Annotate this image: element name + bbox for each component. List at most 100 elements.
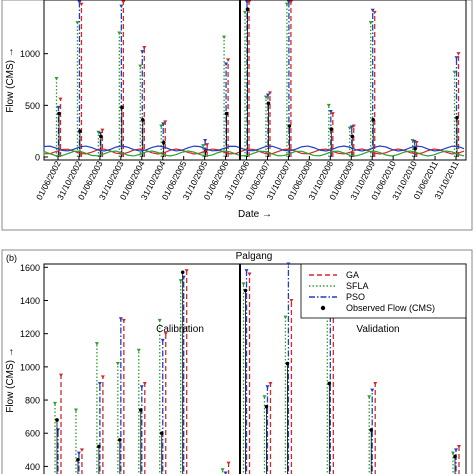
sfla-point [136, 348, 141, 353]
ga-point [79, 2, 84, 7]
ga-point [184, 269, 189, 273]
y-tick-label: 800 [25, 396, 40, 406]
ga-point [267, 91, 272, 95]
pso-baseline [43, 145, 465, 152]
sfla-point [75, 21, 80, 25]
sfla-point [367, 395, 372, 399]
observed-point [264, 404, 269, 409]
pso-point [286, 262, 291, 266]
y-tick-label: 400 [25, 462, 40, 472]
sfla-point [243, 10, 248, 15]
pso-point [77, 0, 82, 4]
legend-observed-label: Observed Flow (CMS) [346, 303, 435, 313]
pso-point [140, 50, 145, 54]
pso-point [203, 138, 208, 143]
sfla-point [410, 138, 415, 143]
ga-point [414, 141, 419, 145]
observed-point [327, 381, 332, 386]
sfla-point [452, 70, 457, 75]
observed-point [453, 454, 457, 459]
ga-point [226, 58, 231, 62]
y-tick-label: 1000 [20, 49, 40, 59]
pso-point [119, 4, 124, 9]
panel-b-plot-area [43, 263, 467, 474]
ga-point [121, 0, 126, 4]
sfla-point [220, 468, 225, 472]
pso-point [160, 338, 165, 343]
ga-point [351, 124, 356, 128]
observed-point [159, 431, 164, 436]
panel-b-traces [53, 262, 461, 474]
y-tick-label: 1600 [20, 263, 40, 273]
sfla-point [283, 315, 288, 320]
pso-point [97, 381, 102, 386]
ga-point [142, 381, 147, 386]
panel-a-x-axis-label: Date → [238, 209, 272, 220]
ga-point [59, 373, 63, 378]
observed-point [413, 146, 417, 151]
pso-point [412, 140, 417, 144]
observed-point [99, 134, 103, 139]
pso-point [224, 62, 229, 66]
ga-point [226, 461, 231, 466]
observed-point [329, 127, 334, 131]
ga-point [247, 272, 252, 276]
legend-box [300, 263, 467, 319]
pso-point [454, 448, 458, 452]
sfla-baseline [43, 150, 465, 157]
ga-point [330, 112, 335, 116]
sfla-point [157, 318, 162, 323]
panel-b-title: Palgang [236, 251, 273, 262]
legend-sfla-label: SFLA [346, 281, 369, 291]
observed-point [78, 129, 82, 133]
ga-point [268, 381, 273, 386]
panel-b-y-axis-label: Flow (CMS) → [5, 347, 16, 413]
region-label-calibration: Calibration [156, 324, 204, 335]
ga-point [100, 375, 105, 379]
sfla-point [73, 408, 78, 412]
sfla-point [262, 395, 267, 399]
sfla-point [94, 342, 99, 346]
pso-point [161, 122, 166, 126]
y-tick-label: 0 [35, 153, 40, 163]
sfla-point [138, 64, 143, 69]
legend-observed-swatch [320, 305, 326, 311]
ga-point [163, 332, 168, 336]
pso-point [328, 110, 333, 114]
ga-point [457, 445, 461, 449]
ga-point [373, 381, 378, 386]
observed-point [266, 101, 271, 106]
sfla-point [347, 126, 352, 131]
sfla-point [241, 282, 246, 286]
observed-point [287, 124, 292, 128]
panel-a-traces [43, 0, 465, 157]
observed-point [57, 111, 61, 116]
pso-point [223, 471, 228, 474]
panel-b-border [1, 249, 473, 474]
sfla-point [117, 31, 122, 35]
panel-a-plot-area [43, 0, 467, 161]
pso-point [98, 131, 103, 136]
observed-point [161, 140, 166, 145]
pso-point [454, 56, 459, 60]
panel-a-y-axis-label: Flow (CMS) → [5, 47, 16, 113]
ga-point [205, 143, 210, 147]
pso-point [349, 125, 354, 130]
observed-point [371, 118, 376, 122]
panel-b: (b) Palgang 400 600 800 1000 1200 1400 1600 Fl… [1, 249, 473, 474]
observed-point [243, 288, 248, 293]
pso-point [265, 93, 270, 97]
ga-point [247, 0, 252, 4]
sfla-point [54, 76, 59, 81]
pso-point [76, 451, 81, 456]
y-tick-label: 600 [25, 429, 40, 439]
pso-point [118, 317, 123, 321]
panel-a-border [1, 0, 473, 231]
observed-point [224, 111, 229, 116]
y-tick-label: 500 [25, 101, 40, 111]
observed-point [455, 115, 459, 120]
pso-point [56, 105, 61, 110]
y-tick-label: 1200 [20, 329, 40, 339]
ga-point [100, 128, 105, 133]
